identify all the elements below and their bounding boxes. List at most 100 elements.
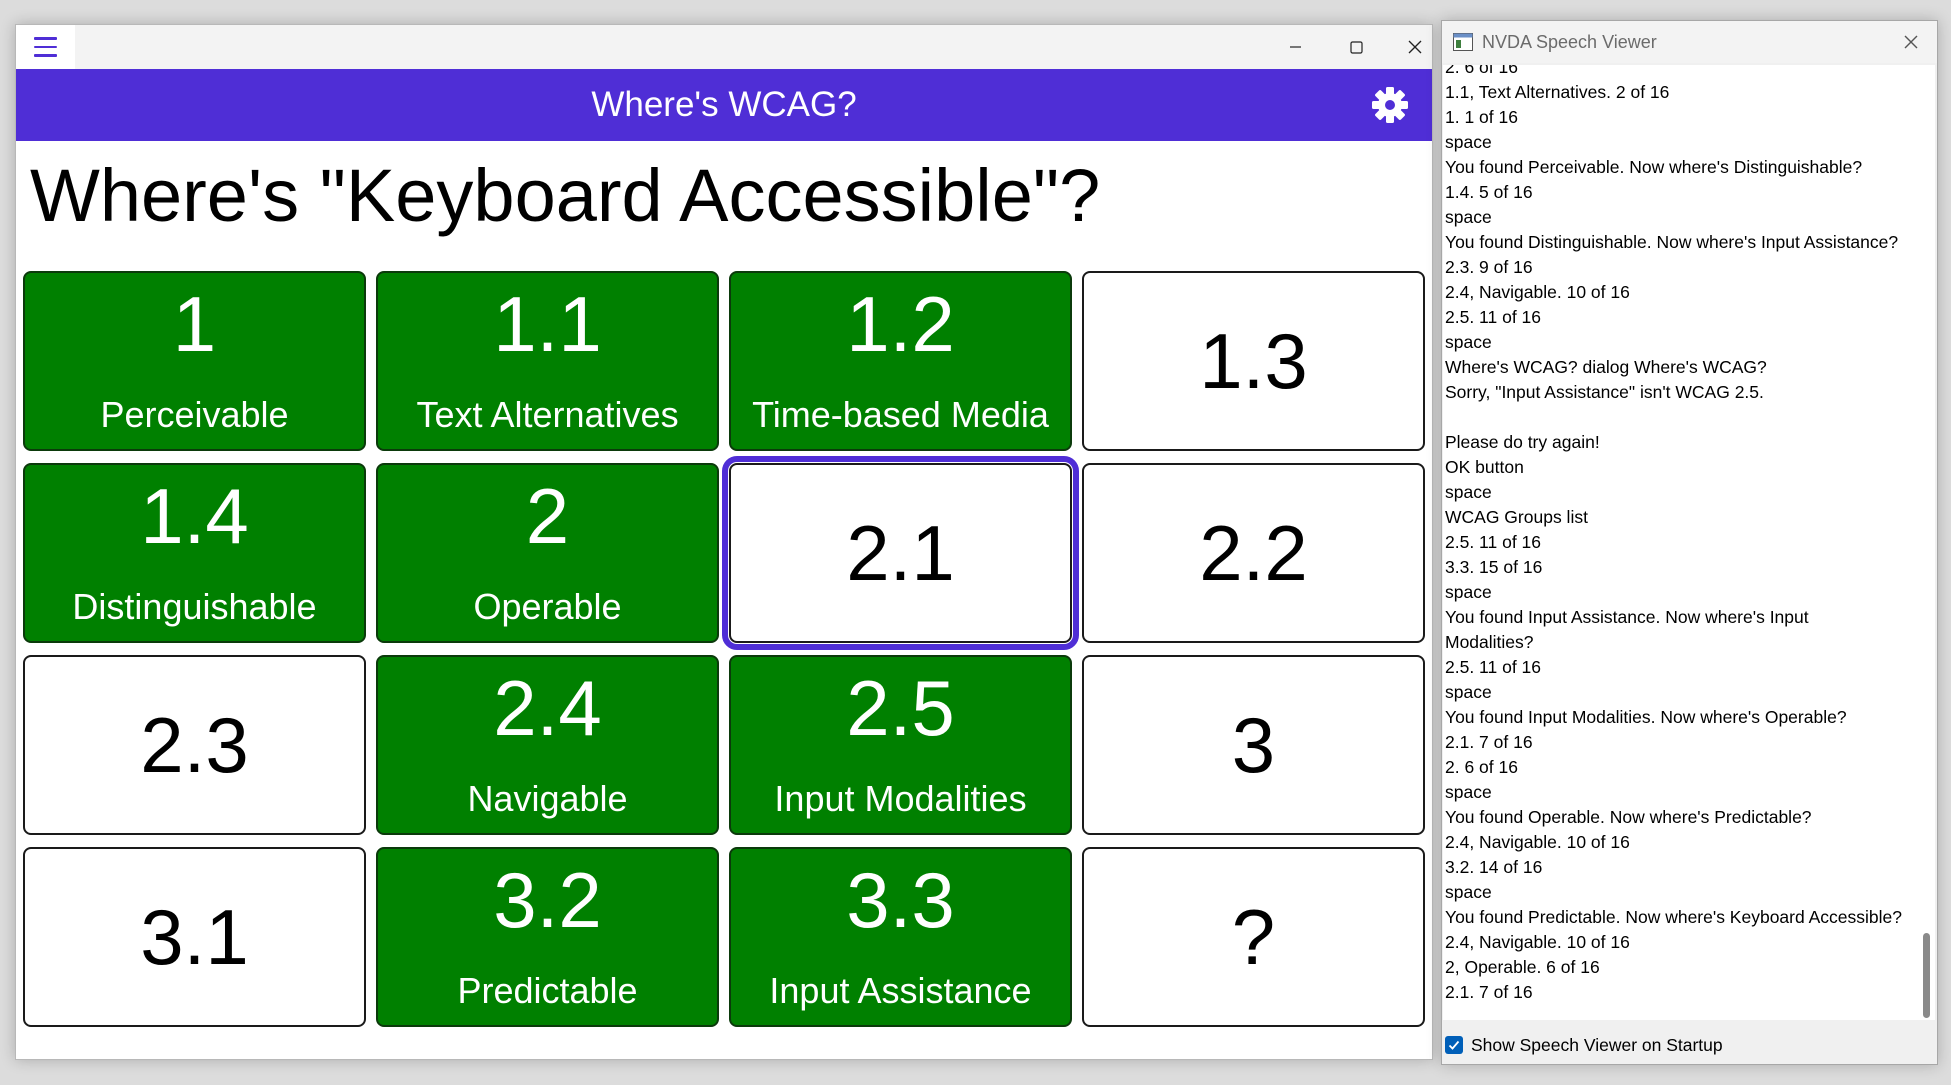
tile-number: 3.3 <box>846 856 955 944</box>
tile-name: Navigable <box>467 778 628 819</box>
tile-number: 2.2 <box>1199 509 1308 597</box>
speech-log-line: You found Perceivable. Now where's Disti… <box>1445 157 1863 177</box>
tile-1-3[interactable]: 1.3 <box>1082 271 1425 451</box>
tile-name: Distinguishable <box>72 586 317 627</box>
speech-log-lines: 2. 6 of 16 1.1, Text Alternatives. 2 of 1… <box>1445 65 1913 1005</box>
speech-log[interactable]: 2. 6 of 16 1.1, Text Alternatives. 2 of 1… <box>1443 65 1935 1020</box>
tile-number: 1.1 <box>493 280 602 368</box>
speech-log-line: Sorry, "Input Assistance" isn't WCAG 2.5… <box>1445 382 1764 402</box>
speech-log-line: 2.1. 7 of 16 <box>1445 982 1533 1002</box>
close-window-button[interactable] <box>1386 25 1432 69</box>
app-header-title: Where's WCAG? <box>591 85 857 124</box>
tile-1-2[interactable]: 1.2 Time-based Media <box>729 271 1072 451</box>
tile-number: 3.1 <box>140 893 249 981</box>
tile-3[interactable]: 3 <box>1082 655 1425 835</box>
speech-log-line: Where's WCAG? dialog Where's WCAG? <box>1445 357 1767 377</box>
speech-log-line <box>1445 405 1913 430</box>
show-on-startup-row[interactable]: Show Speech Viewer on Startup <box>1445 1033 1723 1057</box>
show-on-startup-label: Show Speech Viewer on Startup <box>1471 1034 1723 1055</box>
speech-log-line: 2.4, Navigable. 10 of 16 <box>1445 932 1630 952</box>
speech-log-line: 2. 6 of 16 <box>1445 65 1518 77</box>
speech-log-line: 3.3. 15 of 16 <box>1445 557 1543 577</box>
speech-log-line: 2.5. 11 of 16 <box>1445 532 1542 552</box>
speech-log-line: space <box>1445 132 1492 152</box>
speech-viewer-window: NVDA Speech Viewer 2. 6 of 16 1.1, Text A… <box>1441 20 1938 1065</box>
speech-log-line: space <box>1445 882 1492 902</box>
close-icon <box>1408 40 1422 54</box>
speech-viewer-title: NVDA Speech Viewer <box>1482 32 1657 52</box>
tile-number: 1.3 <box>1199 317 1308 405</box>
tile-2-3[interactable]: 2.3 <box>23 655 366 835</box>
speech-log-line: 1. 1 of 16 <box>1445 107 1518 127</box>
speech-log-line: Modalities? <box>1445 632 1534 652</box>
tile-2-5[interactable]: 2.5 Input Modalities <box>729 655 1072 835</box>
speech-log-line: space <box>1445 682 1492 702</box>
tile-name: Operable <box>473 586 622 627</box>
speech-log-line: 3.2. 14 of 16 <box>1445 857 1543 877</box>
tile-name: Time-based Media <box>752 394 1049 435</box>
tile-number: 2 <box>525 472 570 560</box>
tile-name: Text Alternatives <box>416 394 679 435</box>
minimize-icon <box>1290 46 1301 48</box>
tile-2-4[interactable]: 2.4 Navigable <box>376 655 719 835</box>
tile-name: Perceivable <box>100 394 289 435</box>
speech-log-line: 1.1, Text Alternatives. 2 of 16 <box>1445 82 1670 102</box>
speech-log-line: 2.4, Navigable. 10 of 16 <box>1445 282 1630 302</box>
tile-number: 1 <box>172 280 217 368</box>
question-heading: Where's "Keyboard Accessible"? <box>30 154 1101 237</box>
tile-2[interactable]: 2 Operable <box>376 463 719 643</box>
minimize-button[interactable] <box>1266 25 1324 69</box>
show-on-startup-checkbox[interactable] <box>1445 1036 1463 1054</box>
speech-log-line: space <box>1445 782 1492 802</box>
speech-log-line: space <box>1445 582 1492 602</box>
gear-icon <box>1372 87 1408 123</box>
tile-number: ? <box>1231 893 1276 981</box>
tile-3-1[interactable]: 3.1 <box>23 847 366 1027</box>
title-bar <box>16 25 1432 69</box>
tile-number: 3 <box>1231 701 1276 789</box>
speech-viewer-app-icon <box>1453 33 1473 51</box>
speech-log-line: 2.5. 11 of 16 <box>1445 307 1542 327</box>
tile-1[interactable]: 1 Perceivable <box>23 271 366 451</box>
tile-name: Input Assistance <box>769 970 1032 1011</box>
scrollbar-thumb[interactable] <box>1923 933 1930 1018</box>
speech-log-line: 2.5. 11 of 16 <box>1445 657 1542 677</box>
checkmark-icon <box>1448 1040 1460 1050</box>
tile-number: 1.2 <box>846 280 955 368</box>
speech-log-line: You found Operable. Now where's Predicta… <box>1445 807 1812 827</box>
maximize-button[interactable] <box>1327 25 1385 69</box>
tile-number: 1.4 <box>140 472 249 560</box>
tile-number: 2.1 <box>846 509 955 597</box>
speech-log-line: OK button <box>1445 457 1524 477</box>
tile-3-3[interactable]: 3.3 Input Assistance <box>729 847 1072 1027</box>
hamburger-menu-button[interactable] <box>16 25 75 69</box>
speech-log-line: You found Input Assistance. Now where's … <box>1445 607 1809 627</box>
speech-log-line: space <box>1445 207 1492 227</box>
tile-number: 3.2 <box>493 856 602 944</box>
speech-viewer-title-bar: NVDA Speech Viewer <box>1442 21 1937 63</box>
speech-viewer-close-button[interactable] <box>1886 21 1936 63</box>
speech-log-line: 2.1. 7 of 16 <box>1445 732 1533 752</box>
speech-log-line: Please do try again! <box>1445 432 1600 452</box>
speech-log-line: 2.4, Navigable. 10 of 16 <box>1445 832 1630 852</box>
speech-log-line: 2.3. 9 of 16 <box>1445 257 1533 277</box>
tile-2-1[interactable]: 2.1 <box>722 456 1079 650</box>
speech-log-scrollbar[interactable] <box>1917 65 1935 1020</box>
speech-log-line: You found Input Modalities. Now where's … <box>1445 707 1847 727</box>
hamburger-menu-icon <box>34 37 57 40</box>
app-header: Where's WCAG? <box>16 69 1432 141</box>
tile-2-2[interactable]: 2.2 <box>1082 463 1425 643</box>
settings-button[interactable] <box>1370 85 1410 125</box>
speech-log-line: 2. 6 of 16 <box>1445 757 1518 777</box>
tile-number: 2.5 <box>846 664 955 752</box>
tile-1-1[interactable]: 1.1 Text Alternatives <box>376 271 719 451</box>
tile-unknown[interactable]: ? <box>1082 847 1425 1027</box>
speech-log-line: space <box>1445 332 1492 352</box>
tile-name: Predictable <box>457 970 638 1011</box>
speech-log-line: WCAG Groups list <box>1445 507 1588 527</box>
speech-log-line: space <box>1445 482 1492 502</box>
tile-1-4[interactable]: 1.4 Distinguishable <box>23 463 366 643</box>
speech-log-line: 2, Operable. 6 of 16 <box>1445 957 1600 977</box>
tile-3-2[interactable]: 3.2 Predictable <box>376 847 719 1027</box>
tile-number: 2.4 <box>493 664 602 752</box>
